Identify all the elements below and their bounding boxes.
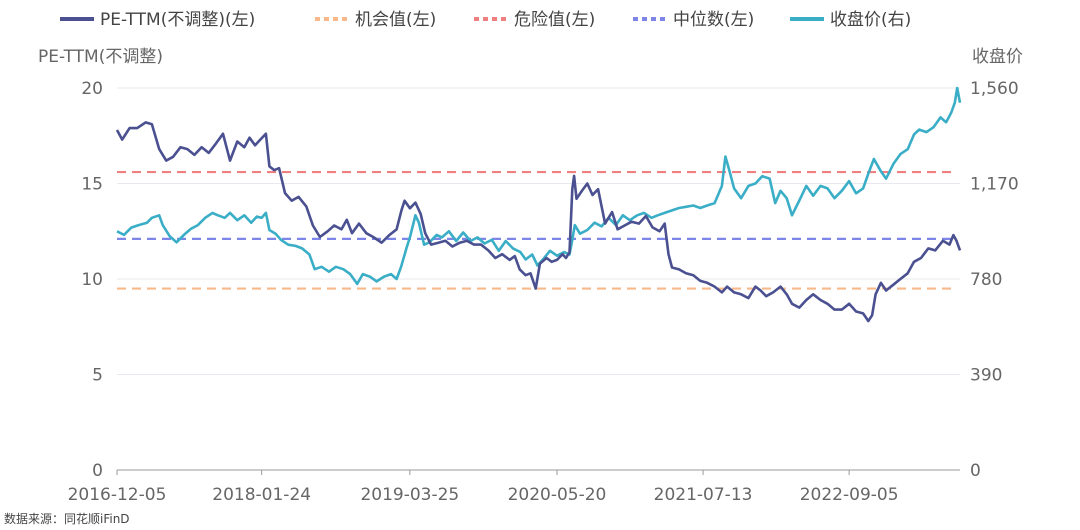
x-tick-label: 2016-12-05 — [68, 485, 167, 505]
right-tick-label: 1,560 — [970, 79, 1019, 99]
legend-label: 机会值(左) — [355, 10, 436, 30]
x-tick-label: 2018-01-24 — [212, 485, 311, 505]
legend-item[interactable]: 收盘价(右) — [790, 10, 911, 30]
right-axis-ticks: 0 390 780 1,170 1,560 — [970, 79, 1019, 481]
data-source-note: 数据来源：同花顺iFinD — [4, 512, 130, 526]
legend-label: 危险值(左) — [514, 10, 595, 30]
legend-label: PE-TTM(不调整)(左) — [100, 10, 255, 30]
right-tick-label: 390 — [970, 366, 1002, 386]
reference-lines — [117, 170, 955, 290]
left-tick-label: 5 — [92, 366, 103, 386]
right-tick-label: 780 — [970, 270, 1002, 290]
right-tick-label: 0 — [970, 461, 981, 481]
x-tick-label: 2021-07-13 — [654, 485, 753, 505]
left-tick-label: 10 — [81, 270, 103, 290]
x-tick-label: 2019-03-25 — [360, 485, 459, 505]
gridlines — [117, 87, 960, 375]
legend: PE-TTM(不调整)(左) 机会值(左) 危险值(左) 中位数(左) 收盘价(右) — [60, 10, 911, 30]
legend-label: 收盘价(右) — [830, 10, 911, 30]
right-tick-label: 1,170 — [970, 175, 1019, 195]
legend-item[interactable]: 中位数(左) — [633, 10, 754, 30]
legend-item[interactable]: 危险值(左) — [474, 10, 595, 30]
x-axis-ticks: 2016-12-05 2018-01-24 2019-03-25 2020-05-20… — [68, 470, 899, 505]
legend-item[interactable]: 机会值(左) — [315, 10, 436, 30]
x-tick-label: 2022-09-05 — [800, 485, 899, 505]
left-axis-title: PE-TTM(不调整) — [38, 47, 163, 67]
left-tick-label: 15 — [81, 175, 103, 195]
legend-item[interactable]: PE-TTM(不调整)(左) — [60, 10, 255, 30]
left-axis-ticks: 0 5 10 15 20 — [81, 79, 103, 481]
x-tick-label: 2020-05-20 — [508, 485, 607, 505]
legend-label: 中位数(左) — [673, 10, 754, 30]
right-axis-title: 收盘价 — [972, 47, 1023, 67]
close-price-series-line — [116, 86, 962, 286]
left-tick-label: 0 — [92, 461, 103, 481]
pe-ttm-series-line — [115, 121, 962, 323]
left-tick-label: 20 — [81, 79, 103, 99]
series-lines — [115, 86, 962, 323]
